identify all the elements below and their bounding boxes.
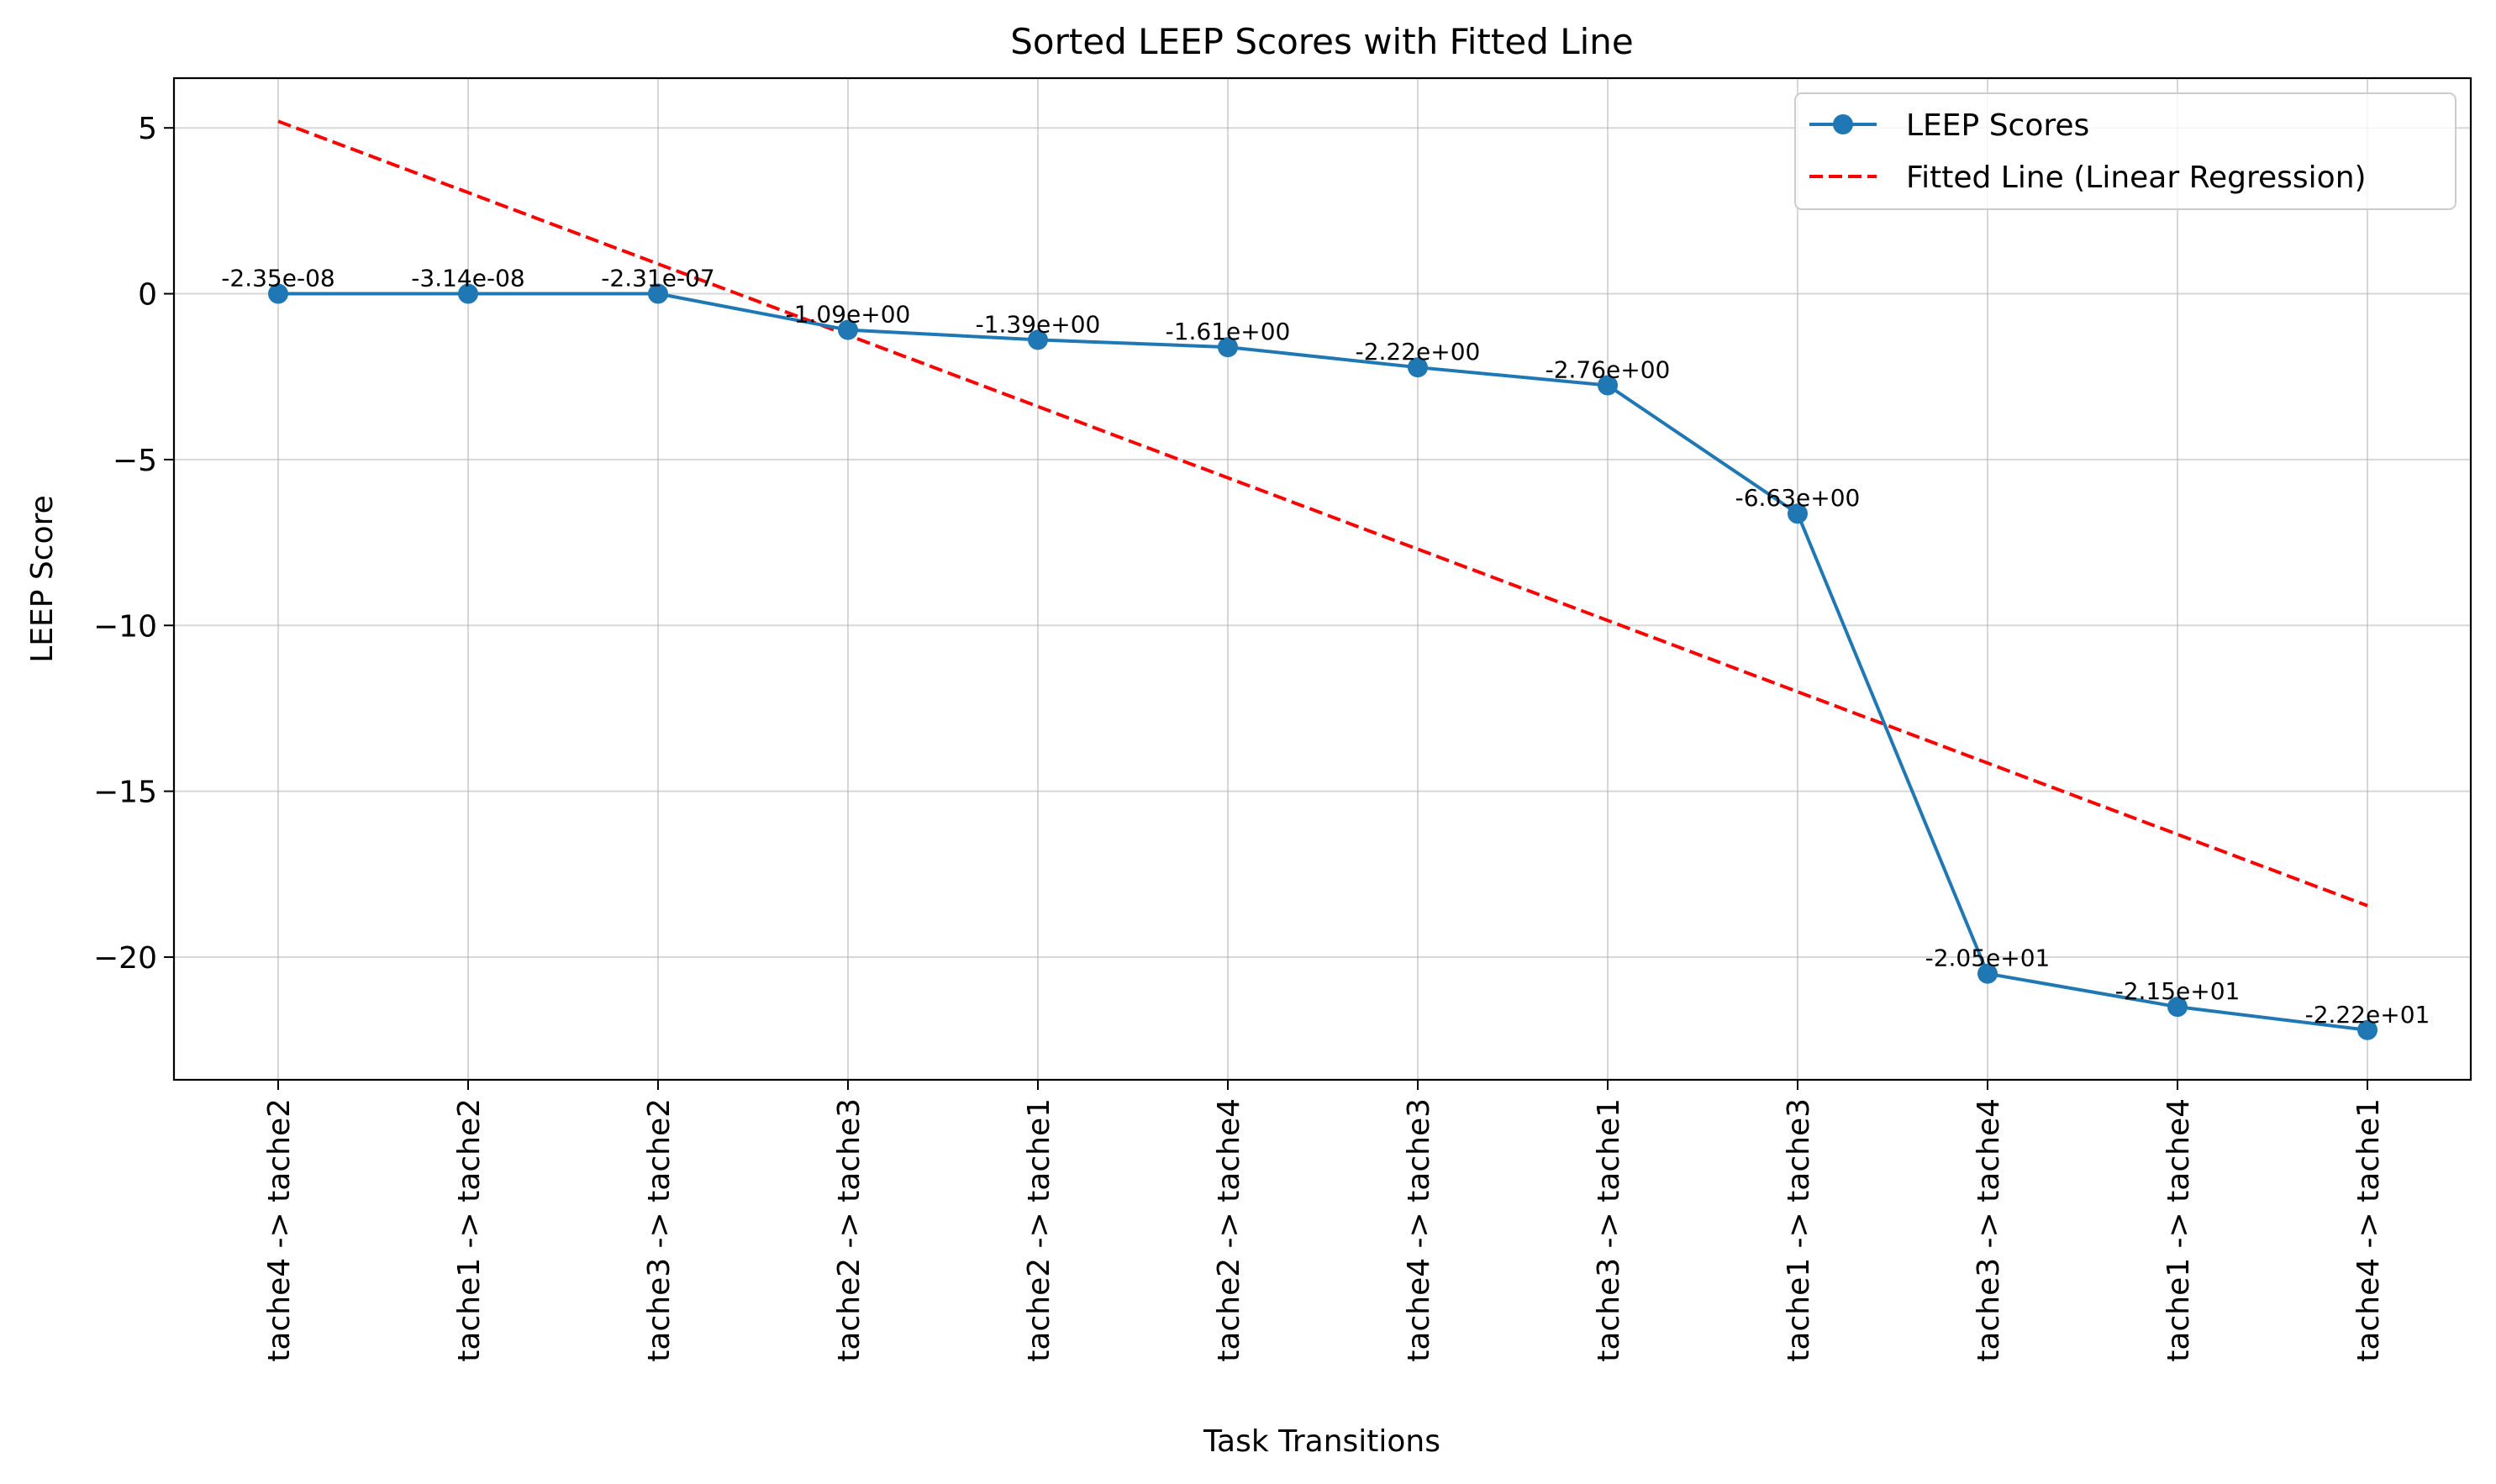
legend: LEEP Scores Fitted Line (Linear Regressi…	[1794, 92, 2457, 210]
data-label: -2.22e+00	[1356, 338, 1481, 366]
x-tick-label: tache3 -> tache2	[642, 1098, 677, 1362]
y-axis-label: LEEP Score	[25, 495, 60, 663]
x-tick-label: tache1 -> tache3	[1782, 1098, 1816, 1362]
leep-score-point	[2167, 997, 2188, 1018]
leep-score-point	[1788, 503, 1808, 524]
y-tick-label: −10	[93, 609, 157, 644]
data-label: -2.05e+01	[1925, 945, 2051, 972]
leep-scores-series	[268, 283, 2378, 1040]
x-tick-label: tache4 -> tache3	[1402, 1098, 1436, 1362]
leep-score-point	[1218, 337, 1238, 358]
legend-leep-marker	[1833, 114, 1853, 134]
chart-title: Sorted LEEP Scores with Fitted Line	[1010, 21, 1634, 62]
data-label: -1.09e+00	[786, 301, 911, 329]
y-tick-label: 0	[138, 278, 157, 313]
y-tick-label: −5	[113, 444, 157, 478]
data-label: -6.63e+00	[1735, 484, 1861, 512]
x-tick-label: tache2 -> tache1	[1022, 1098, 1056, 1362]
data-label: -2.15e+01	[2115, 977, 2241, 1005]
leep-scores-line	[278, 292, 2368, 1032]
data-label: -1.61e+00	[1166, 318, 1291, 345]
leep-score-point	[458, 283, 478, 304]
leep-score-point	[1408, 357, 1428, 378]
leep-score-point	[838, 319, 858, 340]
leep-score-point	[1028, 329, 1048, 350]
x-tick-label: tache2 -> tache4	[1212, 1098, 1246, 1362]
data-label: -2.31e-07	[601, 265, 714, 292]
data-label: -3.14e-08	[411, 265, 524, 292]
leep-score-point	[2357, 1019, 2378, 1040]
x-tick-label: tache3 -> tache1	[1592, 1098, 1626, 1362]
x-tick-label: tache3 -> tache4	[1972, 1098, 2006, 1362]
y-axis-ticks: 5 0 −5 −10 −15 −20	[93, 112, 174, 976]
x-axis-label: Task Transitions	[1203, 1424, 1440, 1459]
fitted-line-series	[277, 119, 2368, 908]
data-label: -2.35e-08	[221, 265, 334, 292]
data-label: -2.76e+00	[1546, 355, 1671, 383]
x-tick-label: tache4 -> tache2	[262, 1098, 297, 1362]
y-tick-label: −15	[93, 776, 157, 810]
leep-score-point	[268, 283, 288, 304]
data-label: -2.22e+01	[2305, 1001, 2430, 1029]
data-label: -1.39e+00	[976, 310, 1101, 338]
legend-box	[1794, 92, 2457, 210]
x-tick-label: tache4 -> tache1	[2351, 1098, 2386, 1362]
leep-score-point	[648, 283, 668, 304]
data-labels: -2.35e-08 -3.14e-08 -2.31e-07 -1.09e+00 -1.3…	[221, 265, 2430, 1029]
plot-frame	[172, 76, 2472, 1081]
x-tick-label: tache2 -> tache3	[832, 1098, 866, 1362]
x-tick-label: tache1 -> tache4	[2162, 1098, 2196, 1362]
leep-score-point	[1977, 963, 1998, 984]
y-tick-label: −20	[93, 941, 157, 976]
legend-fitted-label: Fitted Line (Linear Regression)	[1906, 161, 2367, 195]
y-tick-label: 5	[138, 112, 157, 146]
fitted-line	[277, 119, 2368, 908]
x-tick-label: tache1 -> tache2	[452, 1098, 487, 1362]
legend-leep-label: LEEP Scores	[1906, 108, 2089, 143]
leep-score-point	[1598, 375, 1618, 396]
x-axis-ticks: tache4 -> tache2 tache1 -> tache2 tache3 -…	[262, 1080, 2386, 1362]
